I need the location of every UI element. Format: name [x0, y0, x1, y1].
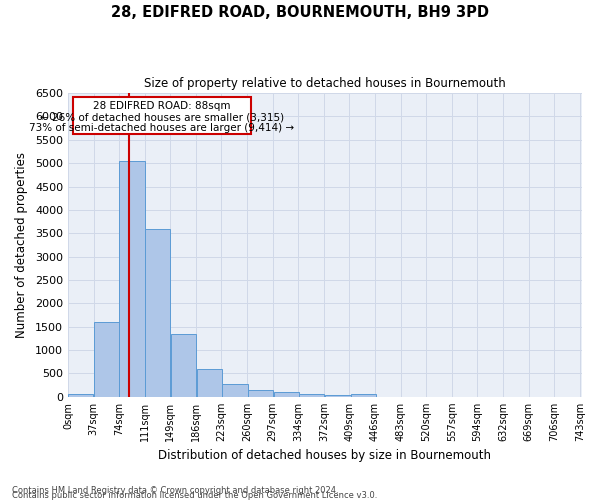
Text: 28 EDIFRED ROAD: 88sqm: 28 EDIFRED ROAD: 88sqm	[93, 101, 231, 111]
Text: ← 26% of detached houses are smaller (3,315): ← 26% of detached houses are smaller (3,…	[40, 112, 284, 122]
Bar	[171, 334, 196, 397]
X-axis label: Distribution of detached houses by size in Bournemouth: Distribution of detached houses by size …	[158, 450, 491, 462]
Text: Contains HM Land Registry data © Crown copyright and database right 2024.: Contains HM Land Registry data © Crown c…	[12, 486, 338, 495]
Y-axis label: Number of detached properties: Number of detached properties	[15, 152, 28, 338]
Bar	[119, 161, 145, 397]
Bar	[248, 390, 273, 397]
Bar	[145, 228, 170, 397]
Bar	[94, 322, 119, 397]
FancyBboxPatch shape	[73, 97, 251, 134]
Bar	[299, 394, 325, 397]
Bar	[325, 396, 350, 397]
Bar	[351, 394, 376, 397]
Text: 73% of semi-detached houses are larger (9,414) →: 73% of semi-detached houses are larger (…	[29, 123, 295, 133]
Bar	[68, 394, 94, 397]
Bar	[197, 369, 222, 397]
Title: Size of property relative to detached houses in Bournemouth: Size of property relative to detached ho…	[144, 78, 506, 90]
Text: Contains public sector information licensed under the Open Government Licence v3: Contains public sector information licen…	[12, 491, 377, 500]
Bar	[274, 392, 299, 397]
Bar	[223, 384, 248, 397]
Text: 28, EDIFRED ROAD, BOURNEMOUTH, BH9 3PD: 28, EDIFRED ROAD, BOURNEMOUTH, BH9 3PD	[111, 5, 489, 20]
